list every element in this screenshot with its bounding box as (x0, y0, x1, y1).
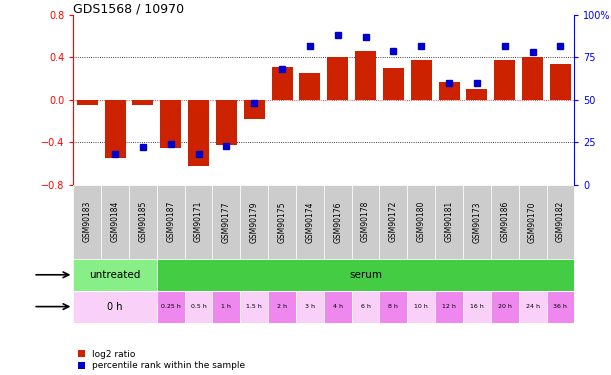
Bar (435, 291, 463, 322)
Bar (213, 291, 240, 322)
Bar (494, 60, 515, 100)
Text: 12 h: 12 h (442, 304, 456, 309)
Bar (463, 184, 491, 259)
Bar (522, 57, 543, 100)
Bar (272, 67, 293, 100)
Bar (491, 291, 519, 322)
Text: 4 h: 4 h (333, 304, 343, 309)
Text: 20 h: 20 h (498, 304, 511, 309)
Bar (101, 184, 129, 259)
Bar (299, 74, 320, 100)
Bar (157, 291, 185, 322)
Bar (268, 291, 296, 322)
Bar (213, 184, 240, 259)
Bar (133, 100, 153, 105)
Text: GSM90183: GSM90183 (82, 201, 92, 243)
Bar (435, 184, 463, 259)
Bar (352, 291, 379, 322)
Bar (546, 291, 574, 322)
Bar (216, 100, 237, 146)
Bar (160, 100, 181, 147)
Bar (73, 259, 157, 291)
Text: GSM90175: GSM90175 (277, 201, 287, 243)
Bar (104, 100, 125, 158)
Bar (519, 184, 546, 259)
Bar (463, 291, 491, 322)
Bar (244, 100, 265, 119)
Text: GSM90173: GSM90173 (472, 201, 481, 243)
Bar (324, 184, 352, 259)
Bar (352, 184, 379, 259)
Bar (157, 259, 574, 291)
Text: GSM90174: GSM90174 (306, 201, 315, 243)
Bar (188, 100, 209, 166)
Text: GSM90187: GSM90187 (166, 201, 175, 243)
Text: GSM90186: GSM90186 (500, 201, 509, 243)
Bar (185, 291, 213, 322)
Text: 1.5 h: 1.5 h (246, 304, 262, 309)
Bar (491, 184, 519, 259)
Legend: log2 ratio, percentile rank within the sample: log2 ratio, percentile rank within the s… (78, 350, 246, 370)
Text: GSM90180: GSM90180 (417, 201, 426, 243)
Text: GSM90171: GSM90171 (194, 201, 203, 243)
Text: GSM90172: GSM90172 (389, 201, 398, 243)
Text: 10 h: 10 h (414, 304, 428, 309)
Bar (408, 184, 435, 259)
Text: serum: serum (349, 270, 382, 280)
Bar (550, 64, 571, 100)
Bar (157, 184, 185, 259)
Text: GSM90181: GSM90181 (445, 201, 453, 242)
Text: GSM90176: GSM90176 (333, 201, 342, 243)
Text: 0.25 h: 0.25 h (161, 304, 181, 309)
Bar (379, 184, 408, 259)
Bar (129, 184, 157, 259)
Bar (439, 82, 459, 100)
Bar (411, 60, 432, 100)
Text: GSM90185: GSM90185 (139, 201, 147, 243)
Text: GDS1568 / 10970: GDS1568 / 10970 (73, 2, 185, 15)
Bar (73, 184, 101, 259)
Bar (519, 291, 546, 322)
Bar (355, 51, 376, 100)
Bar (379, 291, 408, 322)
Text: 8 h: 8 h (389, 304, 398, 309)
Text: GSM90177: GSM90177 (222, 201, 231, 243)
Bar (466, 89, 488, 100)
Bar (185, 184, 213, 259)
Text: GSM90178: GSM90178 (361, 201, 370, 243)
Bar (296, 184, 324, 259)
Bar (324, 291, 352, 322)
Bar (327, 57, 348, 100)
Bar (546, 184, 574, 259)
Bar (268, 184, 296, 259)
Text: 2 h: 2 h (277, 304, 287, 309)
Bar (77, 100, 98, 105)
Bar (240, 184, 268, 259)
Text: 0 h: 0 h (108, 302, 123, 312)
Bar (73, 291, 157, 322)
Text: untreated: untreated (89, 270, 141, 280)
Text: GSM90184: GSM90184 (111, 201, 120, 243)
Bar (408, 291, 435, 322)
Text: 24 h: 24 h (525, 304, 540, 309)
Text: GSM90182: GSM90182 (556, 201, 565, 242)
Text: 1 h: 1 h (221, 304, 232, 309)
Bar (240, 291, 268, 322)
Text: GSM90170: GSM90170 (528, 201, 537, 243)
Text: 16 h: 16 h (470, 304, 484, 309)
Bar (383, 68, 404, 100)
Text: 6 h: 6 h (360, 304, 370, 309)
Text: 0.5 h: 0.5 h (191, 304, 207, 309)
Text: 3 h: 3 h (305, 304, 315, 309)
Bar (296, 291, 324, 322)
Text: 36 h: 36 h (554, 304, 568, 309)
Text: GSM90179: GSM90179 (250, 201, 258, 243)
